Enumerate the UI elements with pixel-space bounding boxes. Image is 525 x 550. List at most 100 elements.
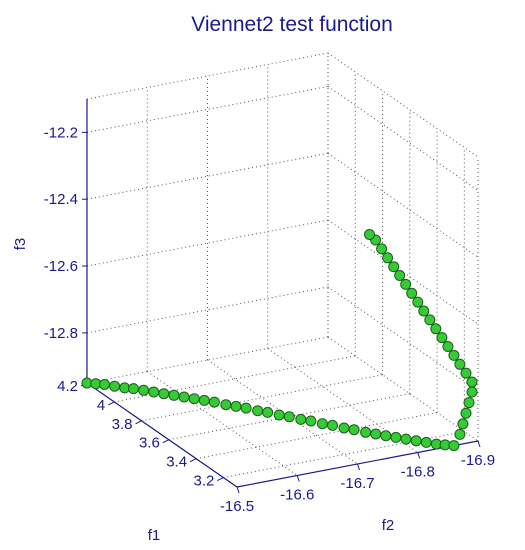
data-point	[360, 426, 372, 438]
data-point	[198, 394, 210, 406]
data-point	[128, 383, 139, 395]
back-wall-grid-line	[86, 152, 329, 200]
z-tick-label: -12.6	[44, 258, 78, 275]
x-tick-label: 3.2	[194, 473, 215, 490]
data-point	[305, 415, 317, 427]
data-point	[208, 396, 220, 408]
data-point	[158, 388, 170, 400]
data-point	[457, 418, 469, 430]
y-tick-label: -16.5	[220, 498, 254, 515]
y-axis-label: f2	[382, 517, 395, 534]
y-tick-label: -16.6	[280, 487, 314, 504]
x-axis-line	[86, 382, 238, 488]
data-point	[138, 384, 150, 396]
data-point	[410, 435, 422, 447]
y-tick-mark	[477, 440, 481, 448]
data-point	[327, 419, 338, 431]
data-point	[380, 430, 392, 442]
data-point	[364, 229, 375, 240]
z-tick-label: -12.8	[44, 325, 78, 342]
side-wall-grid-line	[327, 152, 479, 258]
box-edge	[86, 52, 329, 100]
data-point	[316, 418, 328, 430]
data-point	[283, 411, 295, 423]
y-tick-label: -16.9	[461, 452, 495, 469]
tick-labels: 4.2 4 3.8 3.6 3.4 3.2 -16.5 -16.6 -16.7 -16.8 -16.…	[44, 124, 495, 515]
data-point	[382, 252, 394, 264]
data-point	[460, 367, 472, 379]
data-point	[442, 341, 454, 352]
x-tick-label: 4	[97, 397, 105, 414]
back-wall-grid-line	[86, 219, 329, 267]
data-point	[273, 409, 285, 421]
data-point	[99, 379, 110, 390]
data-point	[178, 391, 190, 403]
data-point	[168, 389, 180, 401]
data-point	[188, 393, 200, 405]
data-point	[412, 296, 424, 308]
z-tick-label: -12.4	[44, 191, 78, 208]
data-point	[220, 399, 232, 411]
grid-lines	[86, 52, 479, 488]
data-point	[460, 407, 472, 419]
data-point	[400, 278, 412, 290]
x-tick-mark	[217, 477, 224, 481]
data-point	[376, 243, 388, 255]
floor-grid-line	[195, 412, 438, 460]
floor-grid-line	[207, 359, 358, 465]
box-edge	[327, 52, 479, 158]
data-point	[424, 314, 436, 326]
data-point	[436, 332, 448, 344]
data-point	[430, 323, 442, 335]
data-point	[262, 406, 274, 418]
data-point	[454, 358, 466, 370]
data-point	[338, 422, 350, 434]
data-point	[418, 305, 430, 317]
floor-grid-line	[141, 374, 383, 422]
data-point	[400, 433, 412, 445]
y-tick-mark	[236, 486, 240, 494]
data-point	[463, 397, 475, 409]
x-tick-mark	[108, 401, 115, 406]
floor-grid-line	[146, 371, 298, 476]
back-wall-grid-line	[86, 286, 329, 334]
data-point	[240, 402, 252, 414]
x-tick-label: 3.6	[139, 435, 160, 452]
floor-grid-line	[86, 336, 329, 384]
data-point	[148, 386, 160, 398]
chart-title: Viennet2 test function	[191, 13, 393, 36]
y-tick-label: -16.7	[340, 475, 374, 492]
data-point	[348, 424, 360, 436]
side-wall-grid-line	[327, 86, 479, 191]
floor-grid-line	[168, 393, 410, 441]
z-tick-label: -12.2	[44, 124, 78, 141]
y-tick-mark	[296, 475, 300, 482]
data-point	[448, 440, 460, 452]
y-tick-mark	[357, 463, 360, 471]
data-point	[420, 436, 432, 448]
data-points	[81, 229, 478, 452]
back-wall-grid-line	[86, 85, 329, 133]
data-point	[406, 287, 418, 299]
data-point	[295, 413, 307, 425]
x-axis-label: f1	[148, 527, 161, 544]
data-point	[109, 380, 121, 392]
data-point	[370, 428, 382, 440]
x-tick-mark	[162, 439, 170, 444]
y-tick-mark	[417, 452, 421, 459]
x-tick-label: 3.8	[112, 416, 133, 433]
data-point	[394, 270, 406, 281]
x-tick-mark	[135, 420, 142, 425]
data-point	[466, 386, 478, 398]
data-point	[466, 376, 478, 388]
x-tick-label: 4.2	[57, 378, 78, 395]
y-tick-label: -16.8	[401, 464, 435, 481]
floor-grid-line	[327, 336, 479, 442]
data-point	[388, 261, 400, 273]
data-point	[390, 431, 402, 443]
x-tick-mark	[189, 458, 197, 463]
side-wall-grid-line	[327, 286, 479, 392]
side-wall-grid-line	[327, 219, 479, 325]
